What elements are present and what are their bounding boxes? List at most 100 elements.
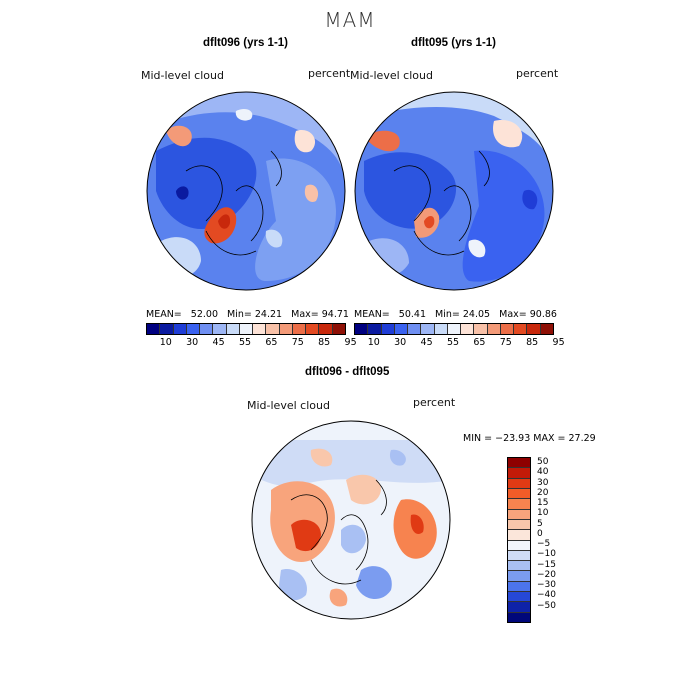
colorbar-swatch [508, 540, 530, 551]
panel1-title: dflt096 (yrs 1-1) [203, 37, 289, 49]
panel1-max-label: Max= [291, 309, 319, 320]
colorbar-swatch [279, 324, 293, 334]
panel1-min-value: 24.21 [254, 309, 283, 320]
panel2-min-value: 24.05 [462, 309, 491, 320]
colorbar-swatch [253, 324, 267, 334]
colorbar-swatch [239, 324, 254, 334]
colorbar-tick-label: 75 [499, 337, 512, 348]
colorbar-tick-label: −20 [537, 569, 556, 580]
colorbar-tick-label: 50 [537, 457, 549, 468]
colorbar-swatch [186, 324, 201, 334]
diff-colorbar [507, 457, 531, 623]
colorbar-tick-label: 30 [394, 337, 407, 348]
panel2-colorbar-ticks: 10 30 45 55 65 75 85 95 [354, 337, 565, 349]
colorbar-tick-label: 65 [265, 337, 278, 348]
colorbar-swatch [421, 324, 435, 334]
panel1-polar-map [146, 91, 346, 291]
panel2-max-value: 90.86 [529, 309, 557, 320]
colorbar-swatch [381, 324, 395, 334]
panel1-colorbar-ticks: 10 30 45 55 65 75 85 95 [146, 337, 357, 349]
colorbar-swatch [447, 324, 462, 334]
colorbar-swatch [226, 324, 240, 334]
colorbar-tick-label: 10 [159, 337, 172, 348]
colorbar-tick-label: 75 [291, 337, 304, 348]
panel2-mean-value: 50.41 [398, 309, 426, 320]
colorbar-tick-label: 95 [344, 337, 357, 348]
colorbar-swatch [461, 324, 475, 334]
colorbar-swatch [508, 561, 530, 572]
panel1-mean-value: 52.00 [190, 309, 218, 320]
colorbar-swatch [408, 324, 422, 334]
colorbar-tick-label: 5 [537, 518, 543, 529]
panel2-max-label: Max= [499, 309, 527, 320]
colorbar-tick-label: 10 [367, 337, 380, 348]
colorbar-swatch [173, 324, 187, 334]
panel1-mean-label: MEAN= [146, 309, 182, 320]
colorbar-tick-label: −30 [537, 580, 556, 591]
colorbar-tick-label: 95 [552, 337, 565, 348]
colorbar-swatch [508, 488, 530, 500]
colorbar-tick-label: −50 [537, 600, 556, 611]
colorbar-tick-label: −10 [537, 549, 556, 560]
colorbar-swatch [160, 324, 174, 334]
panel2-variable-label: Mid-level cloud [350, 69, 433, 82]
panel1-variable-label: Mid-level cloud [141, 69, 224, 82]
colorbar-swatch [213, 324, 227, 334]
diff-polar-map [251, 420, 451, 620]
diff-panel-variable-label: Mid-level cloud [247, 399, 330, 412]
colorbar-tick-label: 30 [186, 337, 199, 348]
panel2-min-label: Min= [435, 309, 460, 320]
panel2-mean-label: MEAN= [354, 309, 390, 320]
panel2-polar-map [354, 91, 554, 291]
colorbar-tick-label: 45 [212, 337, 225, 348]
colorbar-swatch [508, 592, 530, 603]
colorbar-swatch [514, 324, 528, 334]
panel1-min-label: Min= [227, 309, 252, 320]
colorbar-swatch [508, 499, 530, 510]
colorbar-swatch [508, 458, 530, 469]
colorbar-swatch [540, 324, 553, 334]
panel1-units-label: percent [308, 67, 351, 80]
colorbar-swatch [319, 324, 333, 334]
colorbar-tick-label: −5 [537, 539, 551, 550]
colorbar-swatch [355, 324, 369, 334]
colorbar-tick-label: −15 [537, 559, 556, 570]
colorbar-swatch [508, 519, 530, 531]
colorbar-swatch [394, 324, 409, 334]
colorbar-tick-label: 85 [526, 337, 539, 348]
colorbar-tick-label: 45 [420, 337, 433, 348]
colorbar-tick-label: 55 [238, 337, 252, 348]
diff-panel-title: dflt096 - dflt095 [305, 366, 390, 378]
colorbar-swatch [200, 324, 214, 334]
colorbar-swatch [332, 324, 345, 334]
diff-panel-minmax: MIN = −23.93 MAX = 27.29 [463, 433, 596, 444]
season-title: MAM [324, 8, 376, 32]
panel2-title: dflt095 (yrs 1-1) [411, 37, 497, 49]
colorbar-swatch [508, 478, 530, 489]
colorbar-swatch [508, 581, 530, 593]
colorbar-swatch [474, 324, 488, 334]
colorbar-tick-label: −40 [537, 590, 556, 601]
colorbar-swatch [508, 602, 530, 613]
colorbar-tick-label: 85 [318, 337, 331, 348]
colorbar-tick-label: 20 [537, 487, 549, 498]
colorbar-tick-label: 65 [473, 337, 486, 348]
colorbar-swatch [527, 324, 541, 334]
colorbar-swatch [434, 324, 448, 334]
colorbar-swatch [306, 324, 320, 334]
colorbar-swatch [368, 324, 382, 334]
panel2-stats: MEAN= 50.41 Min= 24.05 Max= 90.86 [354, 309, 557, 320]
colorbar-swatch [508, 509, 530, 520]
colorbar-tick-label: 40 [537, 467, 549, 478]
colorbar-swatch [508, 612, 530, 622]
colorbar-swatch [292, 324, 307, 334]
panel1-stats: MEAN= 52.00 Min= 24.21 Max= 94.71 [146, 309, 349, 320]
colorbar-swatch [266, 324, 280, 334]
colorbar-tick-label: 15 [537, 498, 549, 509]
colorbar-swatch [508, 550, 530, 562]
diff-colorbar-labels: 50 40 30 20 15 10 5 0 −5 −10 −15 −20 −30 −40 −50 [537, 457, 567, 621]
colorbar-swatch [508, 571, 530, 582]
panel2-colorbar [354, 323, 554, 335]
panel2-units-label: percent [516, 67, 559, 80]
colorbar-tick-label: 55 [446, 337, 460, 348]
